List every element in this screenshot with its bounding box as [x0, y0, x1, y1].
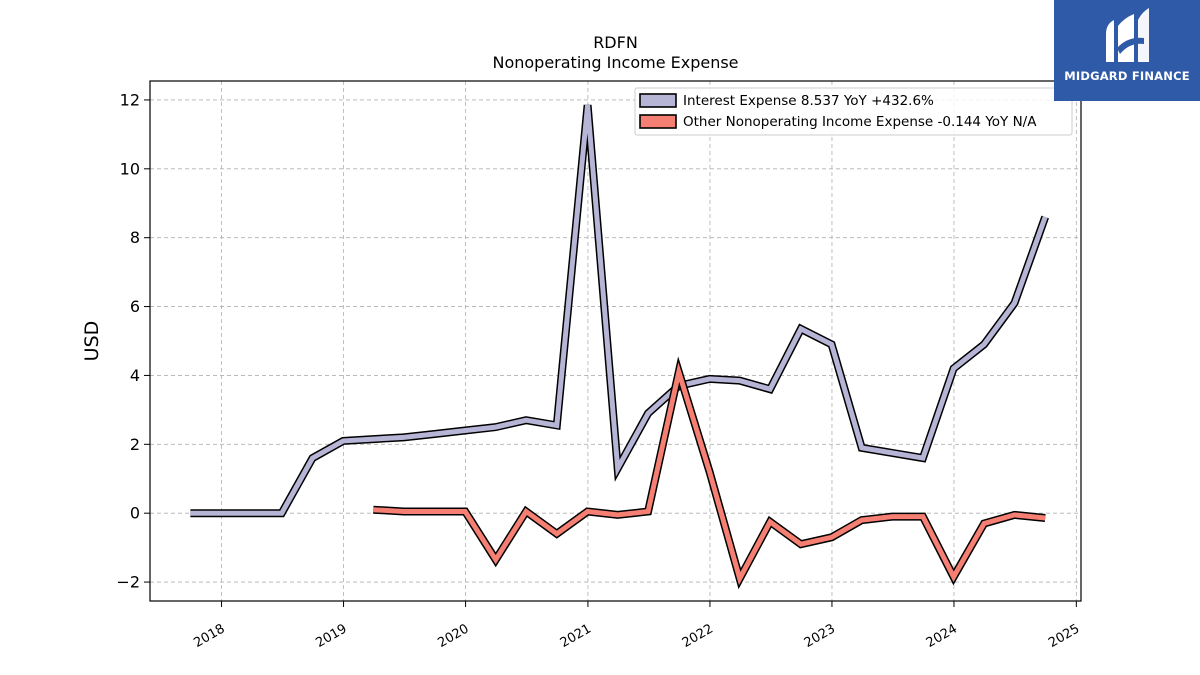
x-tick-label: 2023 [802, 621, 838, 651]
y-axis-ticks: −2 0 2 4 6 8 10 12 [116, 90, 150, 592]
chart-title: RDFN [593, 33, 638, 52]
brand-logo: MIDGARD FINANCE [1054, 0, 1200, 101]
legend-swatch-interest-expense [639, 93, 677, 108]
y-tick-label: 4 [130, 366, 140, 385]
x-tick-label: 2020 [435, 621, 471, 651]
y-tick-label: 0 [130, 504, 140, 523]
y-tick-label: −2 [116, 573, 140, 592]
x-tick-label: 2024 [924, 621, 960, 651]
brand-name: MIDGARD FINANCE [1064, 69, 1190, 83]
y-tick-label: 2 [130, 435, 140, 454]
x-axis-ticks: 2018 2019 2020 2021 2022 2023 2024 2025 [191, 601, 1082, 651]
legend-label-interest-expense: Interest Expense 8.537 YoY +432.6% [683, 93, 934, 109]
legend-box [634, 87, 1073, 136]
midgard-m-logo-icon [1106, 8, 1149, 62]
y-tick-label: 12 [120, 90, 140, 109]
y-tick-label: 8 [130, 228, 140, 247]
series-line-0 [190, 104, 1048, 516]
legend: Interest Expense 8.537 YoY +432.6% Other… [634, 87, 1073, 136]
x-tick-label: 2018 [191, 621, 227, 651]
y-tick-label: 6 [130, 297, 140, 316]
legend-swatch-other-nonoperating [639, 114, 677, 129]
x-tick-label: 2021 [558, 621, 594, 651]
gridlines [150, 81, 1081, 601]
x-tick-label: 2022 [680, 621, 716, 651]
y-tick-label: 10 [120, 159, 140, 178]
x-tick-label: 2019 [313, 621, 349, 651]
series-line-1 [373, 362, 1046, 586]
legend-label-other-nonoperating: Other Nonoperating Income Expense -0.144… [683, 114, 1037, 130]
x-tick-label: 2025 [1046, 621, 1082, 651]
plot-area-frame [149, 80, 1082, 602]
chart-subtitle: Nonoperating Income Expense [492, 53, 738, 72]
plot-series [190, 104, 1049, 590]
y-axis-label: USD [81, 321, 103, 362]
